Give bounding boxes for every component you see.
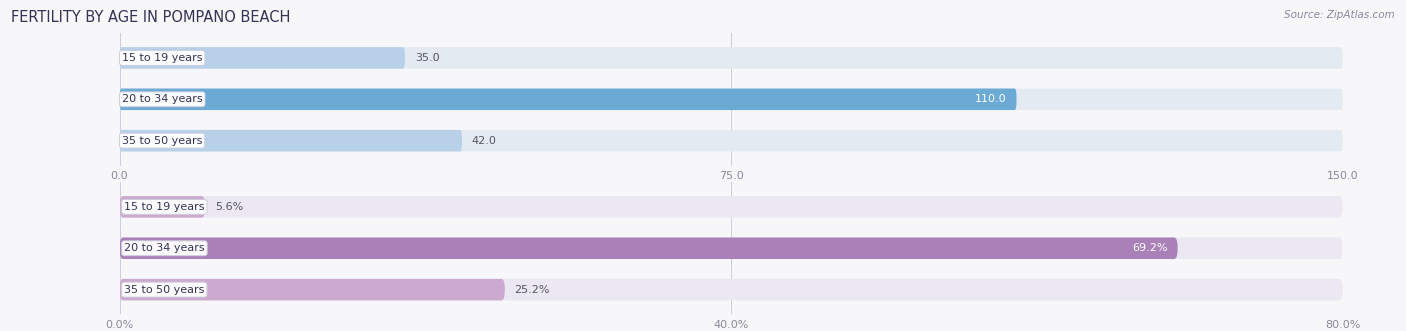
Text: 35 to 50 years: 35 to 50 years [124, 285, 204, 295]
Text: 20 to 34 years: 20 to 34 years [122, 94, 202, 104]
FancyBboxPatch shape [120, 88, 1017, 110]
Text: 15 to 19 years: 15 to 19 years [124, 202, 205, 212]
FancyBboxPatch shape [120, 279, 1343, 301]
Text: 35.0: 35.0 [415, 53, 439, 63]
Text: 110.0: 110.0 [976, 94, 1007, 104]
Text: 42.0: 42.0 [472, 136, 496, 146]
FancyBboxPatch shape [120, 88, 1343, 110]
Text: 5.6%: 5.6% [215, 202, 243, 212]
FancyBboxPatch shape [120, 196, 1343, 218]
Text: 35 to 50 years: 35 to 50 years [122, 136, 202, 146]
Text: 25.2%: 25.2% [515, 285, 550, 295]
FancyBboxPatch shape [120, 279, 505, 301]
FancyBboxPatch shape [120, 238, 1178, 259]
FancyBboxPatch shape [120, 130, 463, 151]
Text: Source: ZipAtlas.com: Source: ZipAtlas.com [1284, 10, 1395, 20]
FancyBboxPatch shape [120, 238, 1343, 259]
FancyBboxPatch shape [120, 47, 1343, 69]
FancyBboxPatch shape [120, 196, 205, 218]
Text: 15 to 19 years: 15 to 19 years [122, 53, 202, 63]
FancyBboxPatch shape [120, 130, 1343, 151]
Text: FERTILITY BY AGE IN POMPANO BEACH: FERTILITY BY AGE IN POMPANO BEACH [11, 10, 291, 25]
FancyBboxPatch shape [120, 47, 405, 69]
Text: 20 to 34 years: 20 to 34 years [124, 243, 205, 253]
Text: 69.2%: 69.2% [1132, 243, 1168, 253]
